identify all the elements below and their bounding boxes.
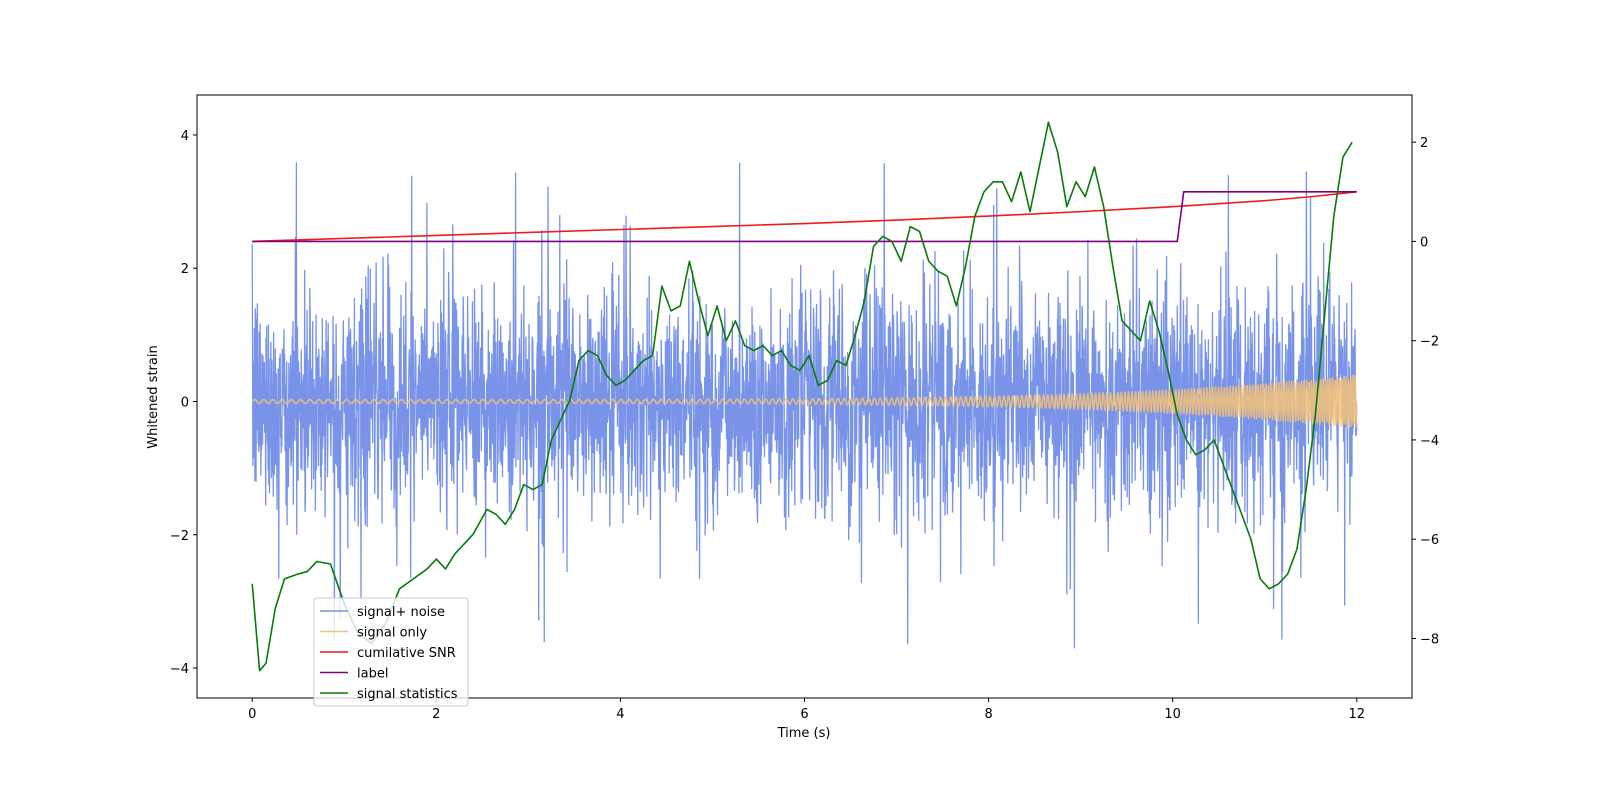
y2-tick-label: −2 bbox=[1420, 335, 1439, 350]
series-line-4 bbox=[251, 121, 1353, 672]
legend-label: cumilative SNR bbox=[357, 646, 456, 661]
y-tick-label: 2 bbox=[181, 262, 189, 277]
x-tick-label: 10 bbox=[1164, 707, 1181, 722]
x-tick-label: 4 bbox=[616, 707, 624, 722]
legend-box bbox=[313, 597, 469, 707]
series-line-0 bbox=[251, 162, 1358, 649]
legend: signal+ noise signal only cumilative SNR la… bbox=[313, 597, 469, 707]
legend-label: label bbox=[357, 667, 388, 682]
y2-tick-label: −8 bbox=[1420, 632, 1439, 647]
legend-label: signal only bbox=[357, 626, 427, 641]
y-axis-title: Whitened strain bbox=[146, 345, 161, 448]
x-tick-label: 12 bbox=[1348, 707, 1365, 722]
y2-tick-label: 2 bbox=[1420, 136, 1428, 151]
y-tick-label: 0 bbox=[181, 395, 189, 410]
x-tick-label: 2 bbox=[432, 707, 440, 722]
legend-label: signal statistics bbox=[357, 687, 458, 702]
x-tick-label: 8 bbox=[984, 707, 992, 722]
y2-tick-label: −4 bbox=[1420, 434, 1439, 449]
x-tick-label: 0 bbox=[248, 707, 256, 722]
x-axis-title: Time (s) bbox=[777, 726, 831, 741]
y-tick-label: 4 bbox=[181, 129, 189, 144]
y-tick-label: −4 bbox=[170, 662, 189, 677]
x-tick-label: 6 bbox=[800, 707, 808, 722]
series-line-3 bbox=[252, 190, 1357, 243]
legend-label: signal+ noise bbox=[357, 605, 445, 620]
y-tick-label: −2 bbox=[170, 529, 189, 544]
series-line-2 bbox=[252, 190, 1357, 243]
y2-tick-label: 0 bbox=[1420, 235, 1428, 250]
y2-tick-label: −6 bbox=[1420, 533, 1439, 548]
